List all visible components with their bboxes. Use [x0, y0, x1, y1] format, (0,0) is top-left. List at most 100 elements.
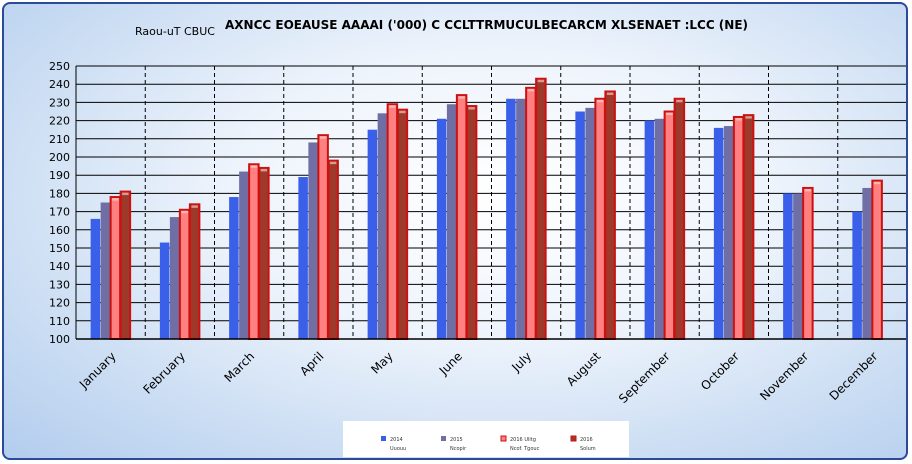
bar-2015 — [723, 126, 734, 339]
bar-2016 — [327, 159, 339, 340]
y-tick-label: 200 — [49, 151, 70, 164]
bar-2015 — [169, 217, 180, 339]
y-tick-label: 110 — [49, 315, 70, 328]
bar-2016 — [258, 166, 270, 340]
legend-swatch — [441, 436, 446, 441]
y-tick-label: 240 — [49, 78, 70, 91]
grid-layer — [75, 65, 906, 340]
bar-2014 — [159, 242, 170, 339]
x-tick-label: January — [76, 349, 119, 392]
bar-highlight — [745, 116, 752, 119]
bar-highlight — [260, 168, 268, 172]
legend-label: 2015 — [450, 437, 463, 443]
bar-highlight — [804, 188, 812, 192]
bar-2015 — [862, 187, 872, 339]
y-tick-label: 230 — [49, 96, 70, 109]
bar-2016 — [604, 90, 616, 341]
legend-sublabel: Uuouu — [390, 446, 406, 452]
bar-highlight — [250, 165, 258, 168]
bar-2014 — [783, 193, 793, 339]
bar-highlight — [606, 92, 614, 95]
bar-2016-ulitg — [594, 97, 606, 341]
y-tick-label: 180 — [49, 187, 70, 200]
x-tick-label: June — [436, 349, 465, 378]
bar-2014 — [298, 177, 308, 339]
bar-2016-ulitg — [732, 115, 745, 340]
bar-2015 — [516, 98, 526, 339]
y-tick-label: 250 — [49, 60, 70, 73]
bar-2015 — [100, 202, 111, 339]
bar-2016-ulitg — [248, 163, 260, 340]
bar-2015 — [585, 107, 595, 339]
y-tick-label: 130 — [49, 278, 70, 291]
bar-2016 — [535, 77, 547, 341]
x-tick-label: September — [616, 349, 673, 406]
bar-2016 — [673, 97, 686, 341]
bar-highlight — [527, 88, 535, 92]
bar-2016-ulitg — [663, 110, 676, 340]
bar-2016-ulitg — [317, 134, 329, 340]
x-tick-label: December — [827, 349, 881, 403]
bar-2014 — [229, 197, 239, 339]
bar-2016-ulitg — [178, 208, 191, 340]
legend-swatch — [570, 435, 577, 442]
x-tick-label: October — [698, 349, 742, 393]
bar-highlight — [181, 210, 188, 214]
bar-2015 — [239, 171, 249, 339]
bar-2014 — [644, 120, 655, 339]
x-tick-label: May — [368, 349, 395, 376]
bar-2016 — [119, 190, 132, 340]
x-tick-label: February — [140, 349, 188, 397]
bar-2014 — [852, 211, 862, 339]
legend-label: 2016 — [580, 437, 593, 443]
bar-2016-ulitg — [525, 86, 537, 340]
bar-highlight — [873, 181, 881, 185]
bar-2014 — [90, 218, 101, 339]
bar-2014 — [575, 111, 585, 339]
x-tick-label: July — [508, 349, 534, 375]
bar-2016 — [465, 105, 478, 341]
bar-2015 — [377, 113, 388, 339]
bar-2014 — [506, 98, 516, 339]
bar-2016 — [742, 114, 755, 340]
bar-2016-ulitg — [802, 186, 814, 340]
bar-2016-ulitg — [455, 94, 468, 341]
bar-highlight — [596, 99, 604, 103]
bar-2014 — [436, 118, 447, 339]
bar-highlight — [666, 112, 673, 115]
bar-highlight — [399, 110, 406, 114]
bar-2016 — [188, 203, 201, 340]
bar-2015 — [793, 193, 803, 339]
bar-2014 — [367, 129, 378, 339]
legend-box — [343, 421, 629, 457]
y-tick-label: 190 — [49, 169, 70, 182]
bar-highlight — [112, 198, 119, 201]
legend-label: 2014 — [390, 437, 403, 443]
x-tick-label: August — [564, 349, 604, 389]
y-tick-label: 100 — [49, 333, 70, 346]
legend-sublabel: Ncopir — [450, 446, 467, 452]
y-tick-label: 140 — [49, 260, 70, 273]
bar-2016 — [396, 108, 409, 341]
y-tick-label: 170 — [49, 206, 70, 219]
x-tick-label: April — [297, 349, 326, 378]
bar-highlight — [319, 136, 327, 139]
bar-2015 — [446, 104, 457, 339]
bar-highlight — [122, 192, 129, 196]
bar-2016-ulitg — [871, 179, 883, 340]
legend-sublabel: Ncof. Tgouc — [510, 446, 540, 452]
legend-swatch — [381, 436, 386, 441]
bar-highlight — [191, 205, 198, 208]
bar-2016-ulitg — [386, 103, 399, 340]
bar-2015 — [654, 118, 665, 339]
y-tick-label: 150 — [49, 242, 70, 255]
x-tick-label: November — [757, 349, 811, 403]
bar-highlight — [676, 99, 683, 103]
y-tick-label: 220 — [49, 115, 70, 128]
chart-title: AXNCC EOEAUSE AAAAI ('000) C CCLTTRMUCUL… — [225, 18, 748, 32]
bar-highlight — [468, 107, 475, 110]
bar-layer — [90, 77, 883, 341]
chart-subtitle: Raou-uT CBUC — [135, 25, 215, 38]
legend-layer: 2014 Uuouu 2015 Ncopir 2016 Ulitg Ncof. Tgouc… — [381, 435, 596, 452]
